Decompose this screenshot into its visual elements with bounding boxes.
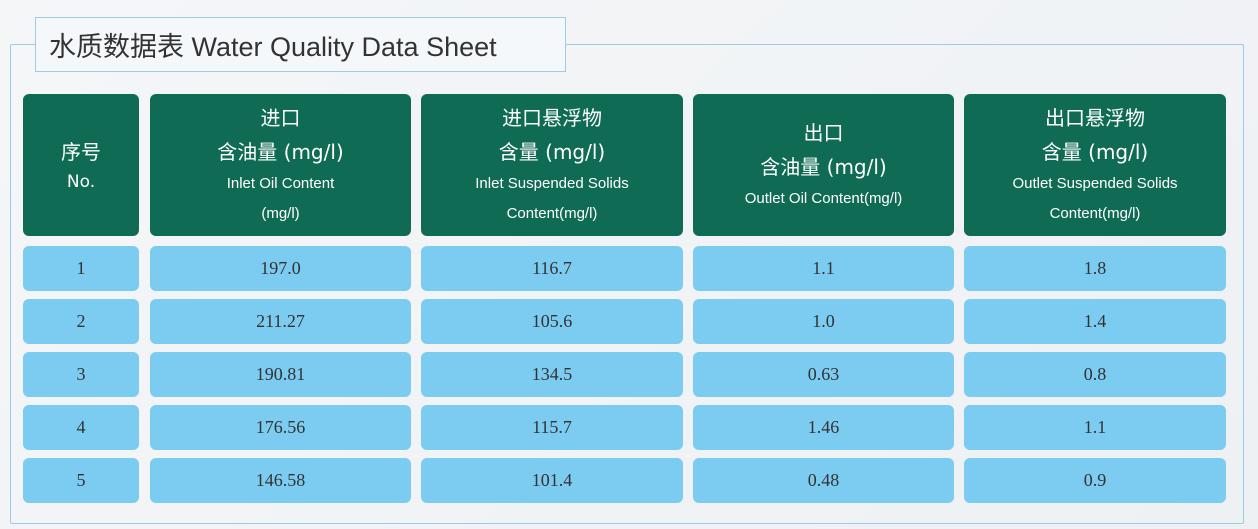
table-cell: 0.63: [693, 352, 954, 397]
column-header: 序号 No.: [23, 94, 139, 236]
table-cell: 0.48: [693, 458, 954, 503]
table-cell: 101.4: [421, 458, 683, 503]
header-zh1: 进口悬浮物: [502, 106, 602, 130]
header-en1: Outlet Oil Content(mg/l): [744, 190, 903, 207]
header-zh2: 含量 (mg/l): [498, 140, 606, 164]
column-header: 进口含油量 (mg/l) Inlet Oil Content (mg/l): [150, 94, 411, 236]
header-zh1: 进口: [260, 106, 301, 130]
column-header: 进口悬浮物含量 (mg/l) Inlet Suspended Solids Cont…: [421, 94, 683, 236]
table-cell: 1.0: [693, 299, 954, 344]
table-cell: 105.6: [421, 299, 683, 344]
table-cell: 211.27: [150, 299, 411, 344]
table-cell: 134.5: [421, 352, 683, 397]
table-cell: 1.8: [964, 246, 1226, 291]
table-cell: 190.81: [150, 352, 411, 397]
header-en1: Inlet Oil Content: [226, 175, 335, 192]
header-zh2: 含量 (mg/l): [1041, 140, 1149, 164]
column-header: 出口悬浮物含量 (mg/l) Outlet Suspended Solids Con…: [964, 94, 1226, 236]
header-zh1: 出口: [803, 121, 844, 145]
header-en2: (mg/l): [261, 205, 300, 222]
table-cell: 0.9: [964, 458, 1226, 503]
header-en2: Content(mg/l): [506, 205, 598, 222]
table-cell: 1.4: [964, 299, 1226, 344]
table-cell: 0.8: [964, 352, 1226, 397]
table-cell: 5: [23, 458, 139, 503]
table-cell: 1.1: [964, 405, 1226, 450]
table-cell: 3: [23, 352, 139, 397]
header-en1: Inlet Suspended Solids: [475, 175, 629, 192]
table-cell: 146.58: [150, 458, 411, 503]
page-title: 水质数据表 Water Quality Data Sheet: [35, 17, 566, 72]
header-en1: No.: [66, 172, 96, 192]
column-header: 出口含油量 (mg/l) Outlet Oil Content(mg/l): [693, 94, 954, 236]
header-zh2: 含油量 (mg/l): [217, 140, 344, 164]
table-cell: 2: [23, 299, 139, 344]
header-zh2: 含油量 (mg/l): [760, 155, 887, 179]
header-en1: Outlet Suspended Solids: [1012, 175, 1178, 192]
header-zh1: 出口悬浮物: [1045, 106, 1145, 130]
table-cell: 1.46: [693, 405, 954, 450]
table-cell: 197.0: [150, 246, 411, 291]
table-cell: 1: [23, 246, 139, 291]
table-cell: 115.7: [421, 405, 683, 450]
header-zh1: 序号: [61, 140, 101, 164]
header-en2: Content(mg/l): [1049, 205, 1141, 222]
table-cell: 4: [23, 405, 139, 450]
table-cell: 116.7: [421, 246, 683, 291]
table-cell: 1.1: [693, 246, 954, 291]
table-frame: [10, 44, 1244, 524]
table-cell: 176.56: [150, 405, 411, 450]
